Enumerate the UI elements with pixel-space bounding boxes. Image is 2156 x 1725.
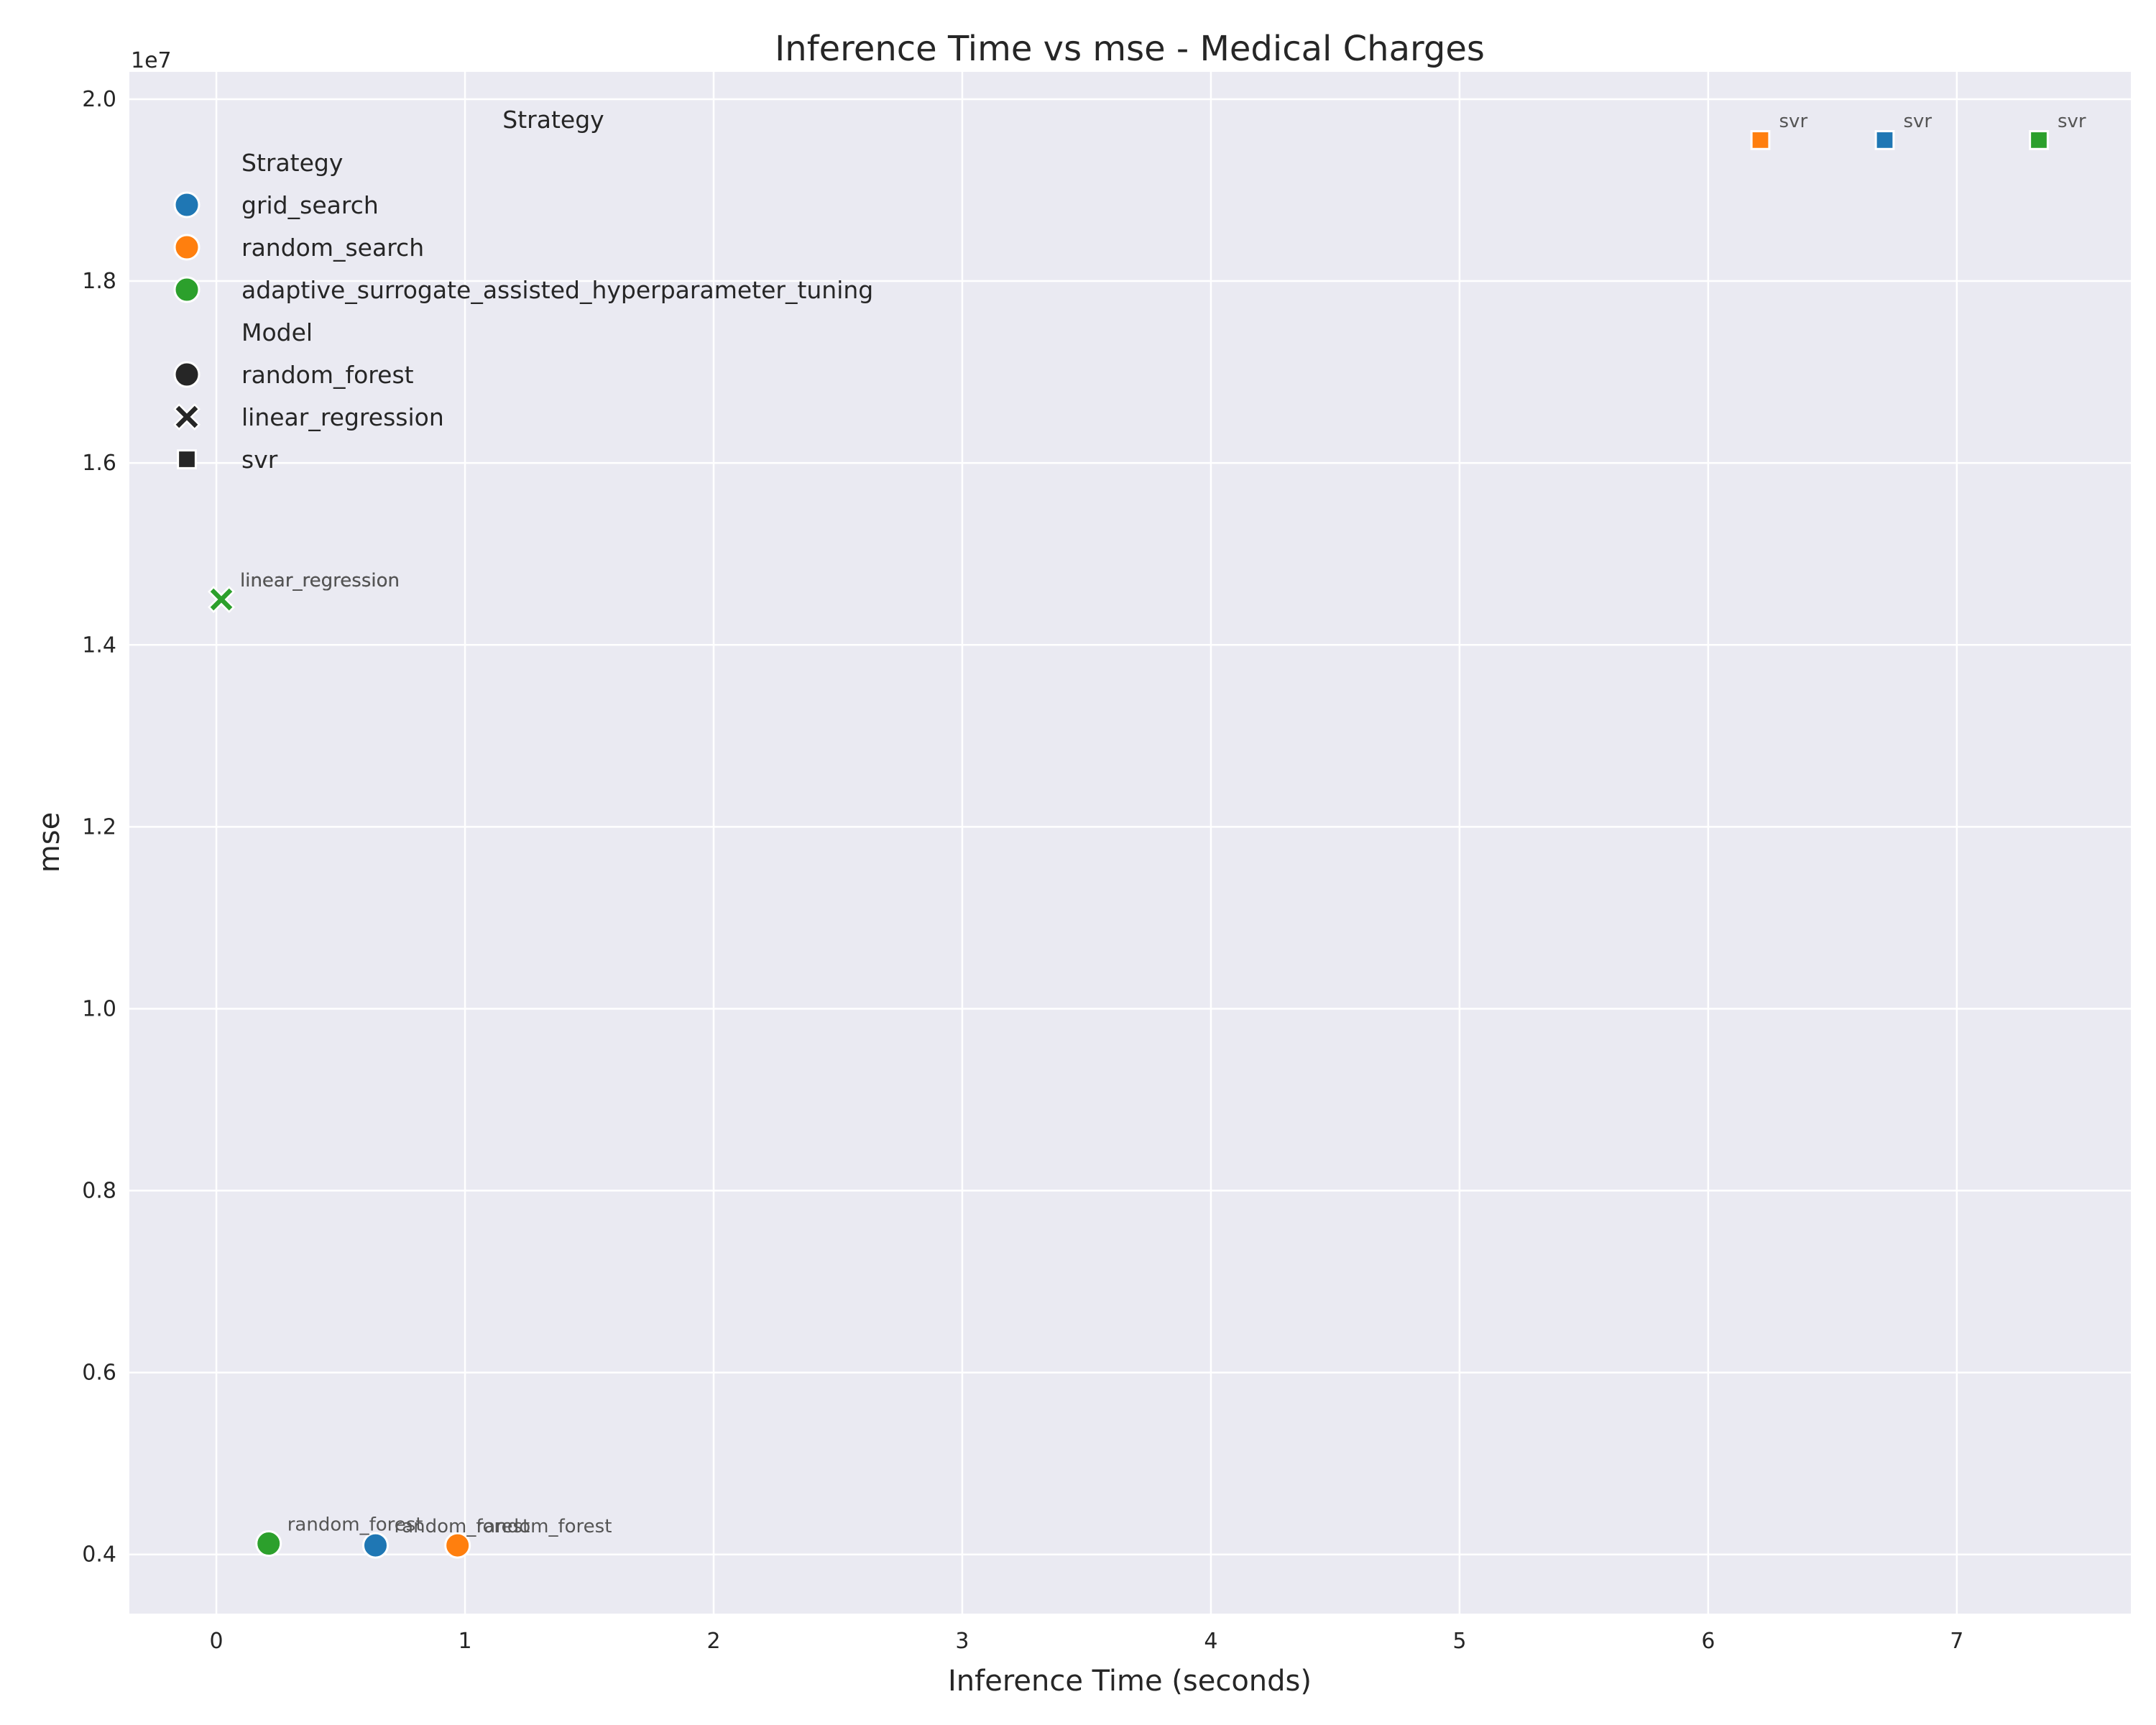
data-points — [208, 130, 2049, 1559]
point-annotations: random_forestrandom_forestrandom_forestl… — [240, 111, 2086, 1537]
legend-marker-svr — [177, 449, 197, 469]
legend-entry-random_search: random_search — [241, 234, 424, 262]
y-tick-label: 1.6 — [82, 451, 116, 476]
x-tick-label: 1 — [459, 1629, 472, 1654]
legend-marker-random_forest — [173, 361, 201, 388]
data-point-random_forest — [444, 1532, 471, 1559]
data-point-svr — [1874, 130, 1895, 150]
legend-floating-title: Strategy — [502, 106, 604, 134]
point-label: linear_regression — [240, 570, 400, 592]
data-point-random_forest — [255, 1530, 282, 1558]
point-label: svr — [1903, 111, 1932, 132]
x-axis-label: Inference Time (seconds) — [948, 1665, 1312, 1698]
y-tick-label: 1.4 — [82, 632, 116, 658]
legend: Strategy grid_search random_search adaptive… — [173, 149, 873, 474]
legend-model-title: Model — [241, 318, 313, 346]
legend-marker-random_search — [173, 234, 201, 261]
data-point-random_forest — [362, 1532, 390, 1559]
x-tick-label: 2 — [706, 1629, 720, 1654]
point-label: random_forest — [476, 1516, 612, 1537]
data-point-linear_regression — [208, 586, 235, 613]
data-point-svr — [1750, 130, 1771, 150]
chart-title: Inference Time vs mse - Medical Charges — [775, 29, 1485, 69]
y-offset-text: 1e7 — [131, 48, 172, 73]
y-tick-label: 2.0 — [82, 87, 116, 112]
legend-entry-svr: svr — [241, 446, 278, 474]
data-point-svr — [2029, 130, 2049, 150]
point-label: random_forest — [287, 1514, 423, 1536]
legend-marker-adaptive_surrogate_assisted_hyperparameter_tuning — [173, 276, 201, 303]
legend-marker-linear_regression — [173, 403, 201, 431]
legend-entry-grid_search: grid_search — [241, 191, 379, 219]
point-label: svr — [2058, 111, 2086, 132]
y-tick-label: 1.0 — [82, 996, 116, 1021]
x-tick-label: 6 — [1701, 1629, 1715, 1654]
legend-entry-linear_regression: linear_regression — [241, 403, 444, 431]
y-tick-label: 1.8 — [82, 269, 116, 294]
x-tick-label: 4 — [1204, 1629, 1217, 1654]
point-label: random_forest — [395, 1516, 530, 1537]
plot-area — [129, 72, 2131, 1614]
tick-labels: 0 1 2 3 4 5 6 7 0.4 0.6 0.8 1.0 1.2 1.4 1.6 1.8 2.0 — [82, 87, 1963, 1654]
legend-entry-adaptive_surrogate_assisted_hyperparameter_tuning: adaptive_surrogate_assisted_hyperparamet… — [241, 276, 873, 304]
y-tick-label: 1.2 — [82, 814, 116, 840]
point-label: linear_regression — [240, 570, 400, 592]
x-tick-label: 5 — [1452, 1629, 1466, 1654]
y-axis-label: mse — [33, 812, 66, 873]
y-tick-label: 0.8 — [82, 1179, 116, 1204]
legend-entry-random_forest: random_forest — [241, 361, 414, 389]
grid — [129, 72, 2131, 1614]
x-tick-label: 0 — [210, 1629, 224, 1654]
x-tick-label: 7 — [1950, 1629, 1963, 1654]
legend-strategy-title: Strategy — [241, 149, 343, 177]
legend-marker-grid_search — [173, 191, 201, 218]
point-label: svr — [1779, 111, 1808, 132]
point-label: linear_regression — [240, 570, 400, 592]
y-tick-label: 0.4 — [82, 1542, 116, 1568]
y-tick-label: 0.6 — [82, 1361, 116, 1386]
x-tick-label: 3 — [955, 1629, 969, 1654]
